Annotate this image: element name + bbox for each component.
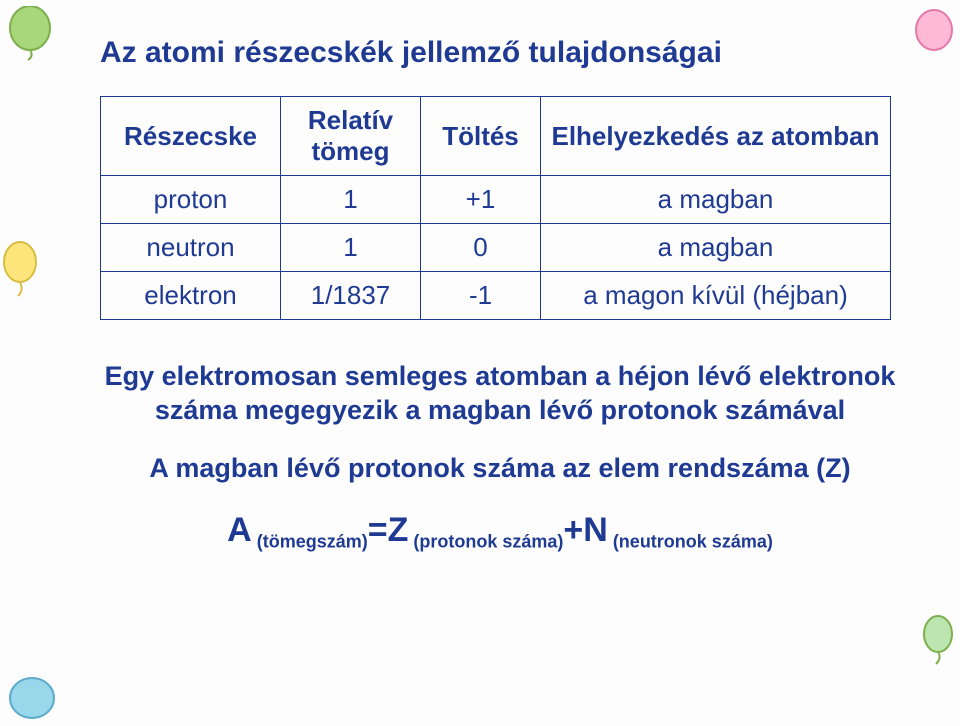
table-header-row: Részecske Relatív tömeg Töltés Elhelyezk… [101,97,891,176]
table-cell: a magban [541,176,891,224]
formula-op: = [368,511,388,549]
table-header: Relatív tömeg [281,97,421,176]
slide: Az atomi részecskék jellemző tulajdonság… [0,0,960,726]
formula: A (tömegszám)=Z (protonok száma)+N (neut… [100,509,900,553]
balloon-icon [6,670,60,720]
table-cell: 1/1837 [281,272,421,320]
table-cell: neutron [101,224,281,272]
balloon-icon [6,6,56,62]
balloon-icon [920,614,956,666]
table-header: Részecske [101,97,281,176]
table-row: elektron 1/1837 -1 a magon kívül (héjban… [101,272,891,320]
table-cell: a magban [541,224,891,272]
table-cell: 0 [421,224,541,272]
body-text: Egy elektromosan semleges atomban a héjo… [100,360,900,553]
table-header: Töltés [421,97,541,176]
table-cell: proton [101,176,281,224]
paragraph: Egy elektromosan semleges atomban a héjo… [100,360,900,428]
formula-var: A [227,511,252,549]
page-title: Az atomi részecskék jellemző tulajdonság… [100,36,900,70]
table-row: neutron 1 0 a magban [101,224,891,272]
table-cell: -1 [421,272,541,320]
balloon-icon [2,240,42,300]
formula-sub: (neutronok száma) [608,532,773,552]
table-cell: a magon kívül (héjban) [541,272,891,320]
balloon-icon [908,8,954,58]
table-row: proton 1 +1 a magban [101,176,891,224]
table-cell: +1 [421,176,541,224]
formula-sub: (tömegszám) [252,532,368,552]
table-header: Elhelyezkedés az atomban [541,97,891,176]
particle-table: Részecske Relatív tömeg Töltés Elhelyezk… [100,96,891,320]
formula-op: + [563,511,583,549]
paragraph: A magban lévő protonok száma az elem ren… [100,452,900,486]
table-cell: 1 [281,176,421,224]
formula-sub: (protonok száma) [408,532,563,552]
table-cell: 1 [281,224,421,272]
formula-var: Z [388,511,409,549]
table-cell: elektron [101,272,281,320]
formula-var: N [583,511,608,549]
